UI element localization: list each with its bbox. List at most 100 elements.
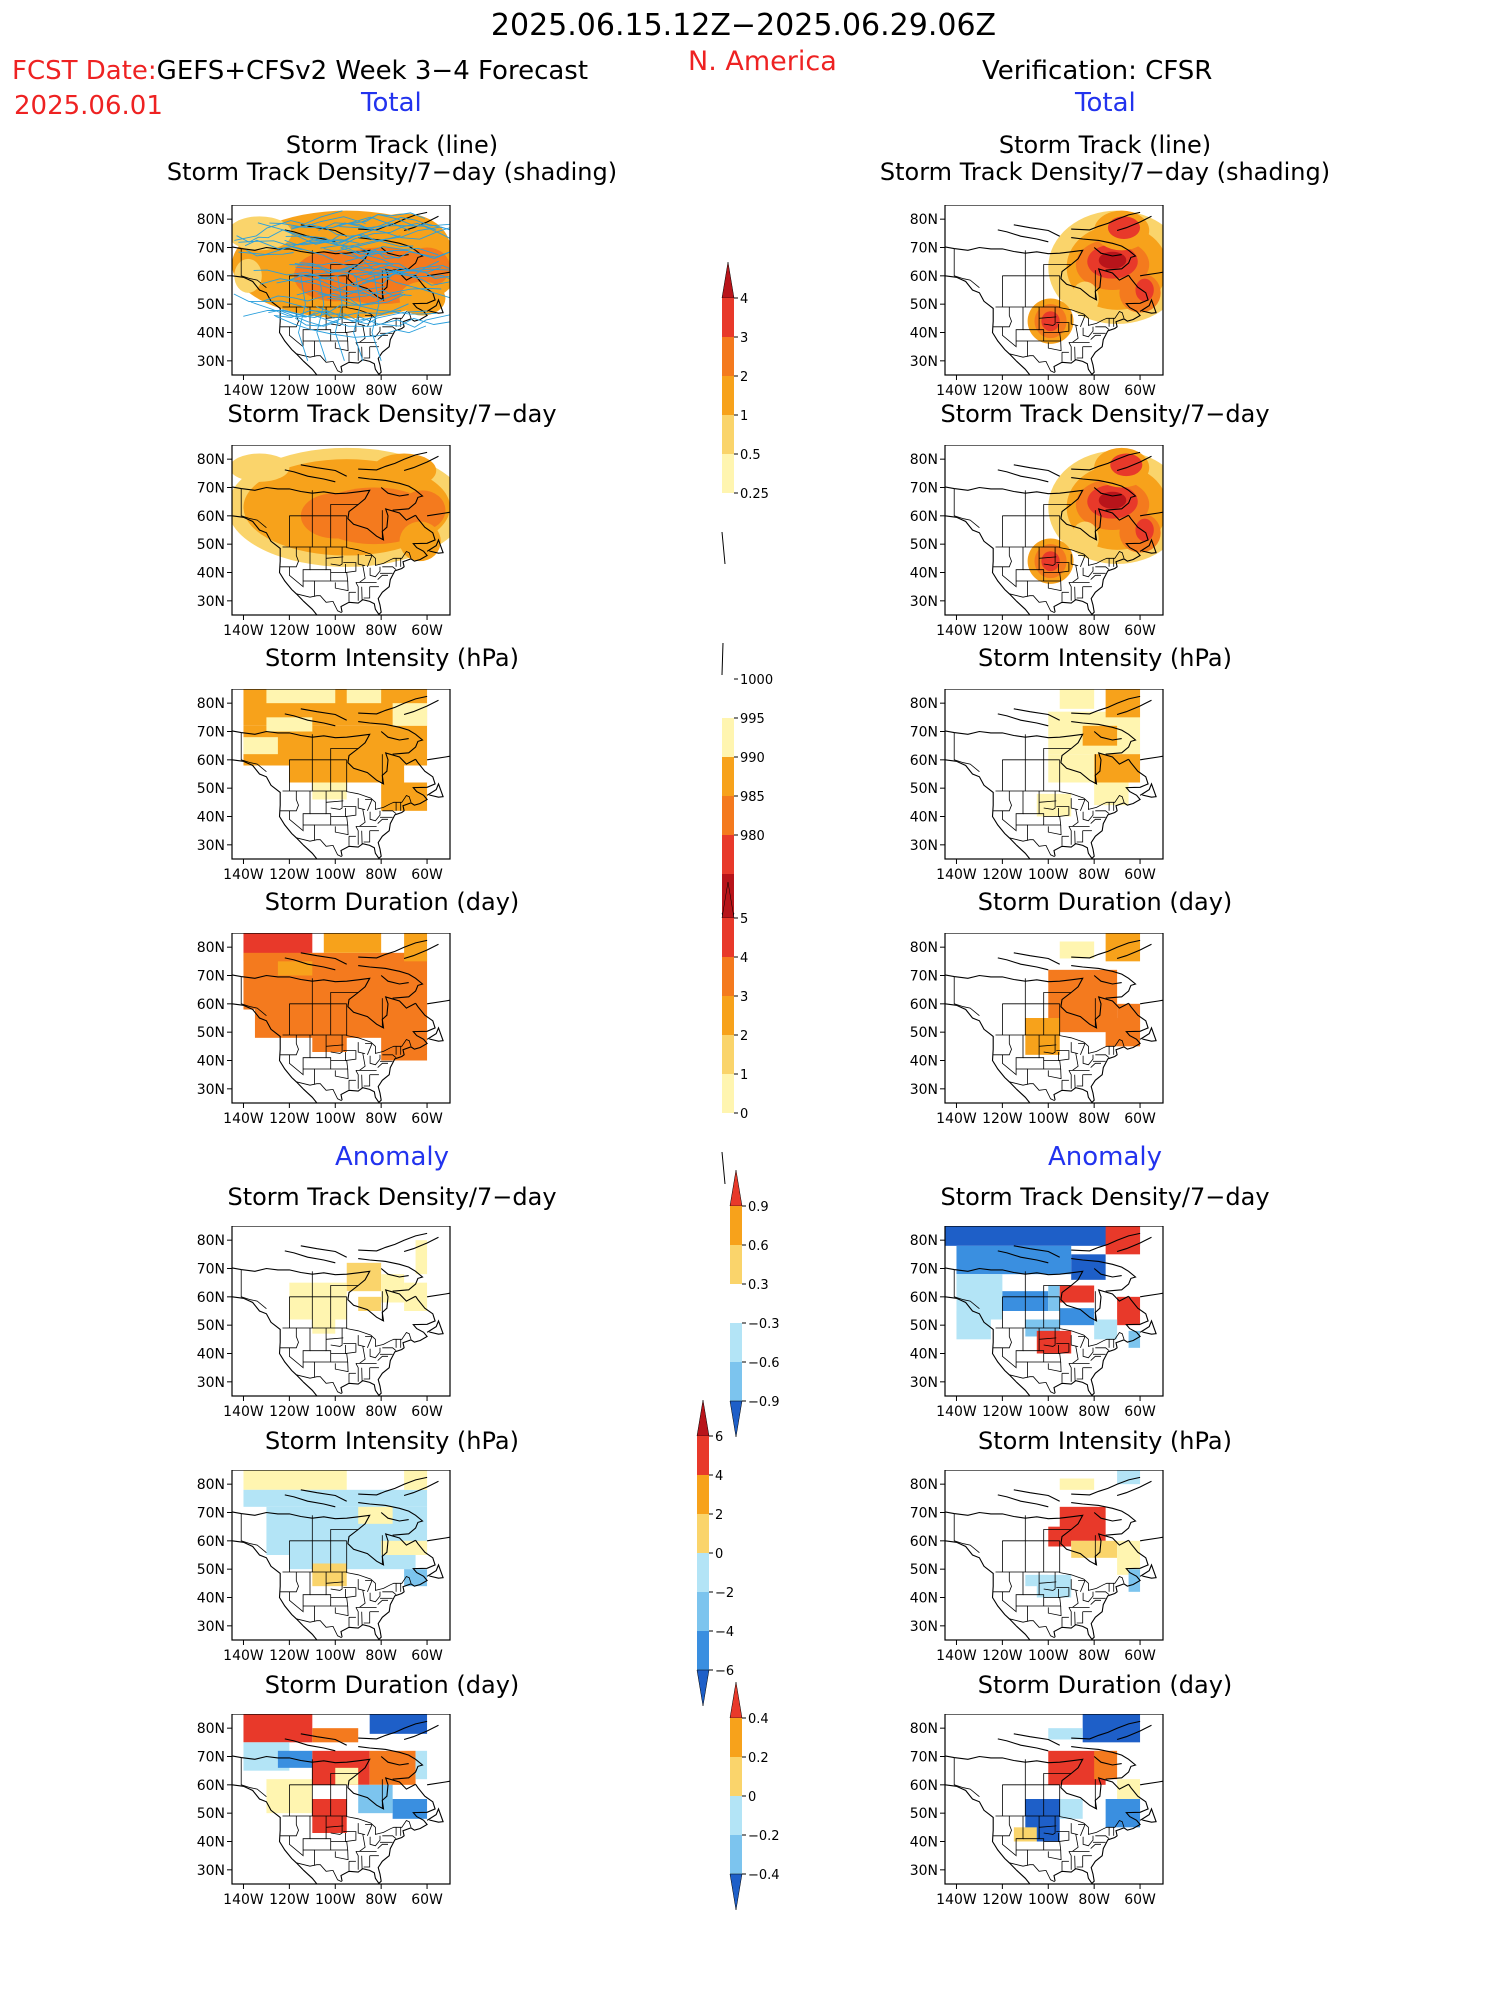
lon-tick-label: 80W	[1078, 623, 1110, 639]
colorbar-swatch	[722, 454, 734, 493]
lat-tick-label: 30N	[197, 1375, 225, 1391]
fcst-date: 2025.06.01	[14, 91, 163, 121]
colorbar-label: 3	[740, 331, 748, 346]
lon-tick-label: 100W	[315, 1892, 356, 1908]
lon-tick-label: 100W	[315, 383, 356, 399]
colorbar-label: −0.2	[748, 1829, 780, 1844]
lon-tick-label: 100W	[1028, 623, 1069, 639]
lat-tick-label: 60N	[910, 753, 938, 769]
lat-tick-label: 30N	[910, 1863, 938, 1879]
shading-light_blue	[956, 1311, 990, 1339]
title-intensity-left: Storm Intensity (hPa)	[92, 645, 692, 672]
lon-tick-label: 80W	[1078, 383, 1110, 399]
colorbar-duration-anomaly: 0.40.20−0.2−0.4	[728, 1682, 808, 2008]
title-intensity-anom-right: Storm Intensity (hPa)	[805, 1428, 1405, 1455]
colorbar-label: 2	[740, 370, 748, 385]
lon-tick-label: 120W	[982, 1648, 1023, 1664]
lon-tick-label: 80W	[1078, 1111, 1110, 1127]
lat-tick-label: 80N	[197, 1233, 225, 1249]
lat-tick-label: 30N	[197, 1863, 225, 1879]
colorbar-swatch	[730, 1757, 742, 1796]
colorbar-label: 0.2	[748, 1751, 769, 1766]
shading-red	[1135, 519, 1153, 542]
colorbar-label: 0.5	[740, 448, 761, 463]
lat-tick-label: 70N	[910, 1262, 938, 1278]
lat-tick-label: 60N	[197, 509, 225, 525]
colorbar-swatch	[730, 1284, 742, 1323]
lat-tick-label: 50N	[197, 1806, 225, 1822]
lat-tick-label: 60N	[910, 269, 938, 285]
shading-yellow	[1014, 1827, 1037, 1841]
shading-pale_yellow	[266, 689, 335, 703]
title-density-anom-left: Storm Track Density/7−day	[92, 1184, 692, 1211]
colorbar-swatch	[697, 1475, 709, 1514]
colorbar-label: 4	[740, 292, 748, 307]
colorbar-label: −0.6	[748, 1356, 780, 1371]
shading-pale_yellow	[312, 1320, 335, 1334]
colorbar-label: 4	[715, 1469, 723, 1484]
colorbar-label: 2	[740, 1029, 748, 1044]
lon-tick-label: 100W	[1028, 383, 1069, 399]
lon-tick-label: 140W	[223, 383, 264, 399]
colorbar-swatch	[722, 718, 734, 757]
colorbar-label: 995	[740, 712, 765, 727]
lat-tick-label: 40N	[197, 326, 225, 342]
lon-tick-label: 100W	[1028, 1648, 1069, 1664]
colorbar-top-arrow	[730, 1682, 742, 1718]
lon-tick-label: 120W	[982, 623, 1023, 639]
lat-tick-label: 70N	[197, 241, 225, 257]
lat-tick-label: 30N	[197, 1619, 225, 1635]
lat-tick-label: 80N	[910, 1721, 938, 1737]
lat-tick-label: 40N	[197, 1347, 225, 1363]
lat-tick-label: 50N	[197, 1562, 225, 1578]
colorbar-bottom-arrow	[697, 1670, 709, 1706]
fcst-line: FCST Date:GEFS+CFSv2 Week 3−4 Forecast	[12, 56, 588, 86]
total-left-label: Total	[361, 88, 422, 118]
lat-tick-label: 80N	[910, 940, 938, 956]
lat-tick-label: 50N	[197, 1318, 225, 1334]
lon-tick-label: 140W	[936, 1111, 977, 1127]
lat-tick-label: 70N	[910, 725, 938, 741]
colorbar-swatch	[697, 1436, 709, 1475]
colorbar-label: 0	[748, 1790, 756, 1805]
lat-tick-label: 60N	[197, 1778, 225, 1794]
lat-tick-label: 30N	[910, 1082, 938, 1098]
lon-tick-label: 140W	[936, 1648, 977, 1664]
lat-tick-label: 80N	[910, 212, 938, 228]
lat-tick-label: 70N	[910, 241, 938, 257]
title-density-anom-right: Storm Track Density/7−day	[805, 1184, 1405, 1211]
fcst-model: GEFS+CFSv2 Week 3−4 Forecast	[157, 56, 588, 86]
colorbar-label: 5	[740, 912, 748, 927]
lat-tick-label: 80N	[910, 452, 938, 468]
lon-tick-label: 140W	[936, 1404, 977, 1420]
title-track-line: Storm Track (line)	[92, 132, 692, 159]
shading-pale_yellow	[381, 1274, 404, 1302]
colorbar-label: 3	[740, 990, 748, 1005]
colorbar-bottom-arrow	[730, 1874, 742, 1910]
shading-red	[1041, 551, 1059, 571]
lat-tick-label: 60N	[910, 509, 938, 525]
lon-tick-label: 120W	[269, 1111, 310, 1127]
lat-tick-label: 40N	[910, 1835, 938, 1851]
colorbar-top-tail	[722, 643, 723, 675]
lat-tick-label: 30N	[910, 838, 938, 854]
colorbar-swatch	[722, 679, 734, 718]
shading-light_blue	[1060, 1799, 1083, 1819]
lon-tick-label: 80W	[1078, 1648, 1110, 1664]
shading-yellow	[358, 1297, 381, 1311]
lat-tick-label: 50N	[910, 297, 938, 313]
lat-tick-label: 30N	[910, 594, 938, 610]
lat-tick-label: 30N	[197, 354, 225, 370]
total-right-label: Total	[1075, 88, 1136, 118]
lon-tick-label: 140W	[223, 1892, 264, 1908]
